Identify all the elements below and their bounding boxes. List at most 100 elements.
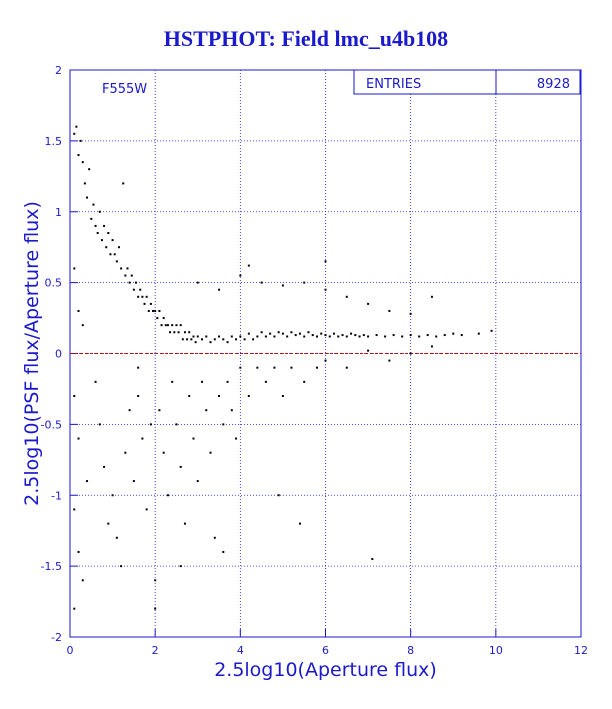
data-point — [247, 395, 250, 398]
data-point — [298, 522, 301, 525]
filter-label: F555W — [102, 82, 147, 97]
data-point — [247, 264, 250, 267]
data-point — [371, 558, 374, 561]
data-point — [235, 437, 238, 440]
x-tick-label: 0 — [67, 644, 74, 657]
data-point — [196, 335, 199, 338]
data-point — [277, 331, 280, 334]
data-point — [124, 274, 127, 277]
data-point — [303, 281, 306, 284]
data-point — [222, 550, 225, 553]
data-point — [126, 267, 129, 270]
data-point — [192, 437, 195, 440]
data-point — [222, 423, 225, 426]
data-point — [154, 607, 157, 610]
data-point — [256, 366, 259, 369]
data-point — [117, 246, 120, 249]
data-point — [281, 332, 284, 335]
data-point — [166, 324, 169, 327]
data-point — [452, 332, 455, 335]
data-point — [333, 332, 336, 335]
data-point — [77, 309, 80, 312]
data-point — [277, 494, 280, 497]
data-point — [384, 335, 387, 338]
data-point — [143, 302, 146, 305]
data-point — [73, 395, 76, 398]
data-point — [113, 253, 116, 256]
data-point — [230, 409, 233, 412]
data-point — [235, 338, 238, 341]
data-point — [218, 288, 221, 291]
data-point — [367, 302, 370, 305]
data-point — [477, 332, 480, 335]
data-point — [239, 366, 242, 369]
y-tick-label: -1.5 — [41, 560, 62, 573]
data-point — [92, 203, 95, 206]
y-tick-label: 2 — [55, 64, 62, 77]
data-point — [388, 359, 391, 362]
data-point — [77, 550, 80, 553]
x-tick-label: 12 — [574, 644, 588, 657]
data-point — [205, 335, 208, 338]
data-point — [79, 139, 82, 142]
data-point — [315, 335, 318, 338]
stats-entries-label: ENTRIES — [366, 77, 421, 92]
data-point — [375, 334, 378, 337]
data-point — [154, 309, 157, 312]
data-point — [201, 380, 204, 383]
data-point — [201, 338, 204, 341]
data-point — [188, 395, 191, 398]
data-point — [103, 224, 106, 227]
chart-title: HSTPHOT: Field lmc_u4b108 — [164, 26, 448, 51]
data-point — [239, 335, 242, 338]
data-point — [490, 329, 493, 332]
data-point — [239, 274, 242, 277]
data-point — [328, 335, 331, 338]
data-point — [177, 331, 180, 334]
data-point — [281, 395, 284, 398]
data-point — [107, 522, 110, 525]
y-axis-label: 2.5log10(PSF flux/Aperture flux) — [21, 201, 43, 506]
data-point — [362, 334, 365, 337]
data-point — [183, 522, 186, 525]
data-point — [409, 352, 412, 355]
data-point — [298, 332, 301, 335]
data-point — [86, 480, 89, 483]
data-point — [409, 334, 412, 337]
y-tick-label: 1.5 — [45, 135, 63, 148]
data-point — [354, 334, 357, 337]
data-point — [128, 281, 131, 284]
data-point — [209, 451, 212, 454]
data-point — [430, 345, 433, 348]
data-point — [160, 324, 163, 327]
data-point — [401, 335, 404, 338]
data-point — [196, 480, 199, 483]
data-point — [122, 182, 125, 185]
data-point — [435, 335, 438, 338]
data-point — [83, 182, 86, 185]
data-point — [183, 331, 186, 334]
data-point — [120, 267, 123, 270]
y-tick-label: 0 — [55, 348, 62, 361]
data-point — [392, 334, 395, 337]
x-tick-label: 10 — [489, 644, 503, 657]
data-point — [73, 267, 76, 270]
data-point — [273, 335, 276, 338]
data-point — [290, 331, 293, 334]
data-point — [152, 309, 155, 312]
data-point — [243, 338, 246, 341]
data-point — [137, 395, 140, 398]
data-point — [171, 324, 174, 327]
data-point — [73, 607, 76, 610]
data-point — [324, 334, 327, 337]
data-point — [75, 125, 78, 128]
data-point — [81, 579, 84, 582]
data-point — [179, 324, 182, 327]
y-tick-label: -2 — [51, 631, 62, 644]
data-point — [107, 232, 110, 235]
data-point — [156, 317, 159, 320]
data-point — [158, 409, 161, 412]
data-point — [205, 409, 208, 412]
x-axis-label: 2.5log10(Aperture flux) — [214, 659, 437, 681]
